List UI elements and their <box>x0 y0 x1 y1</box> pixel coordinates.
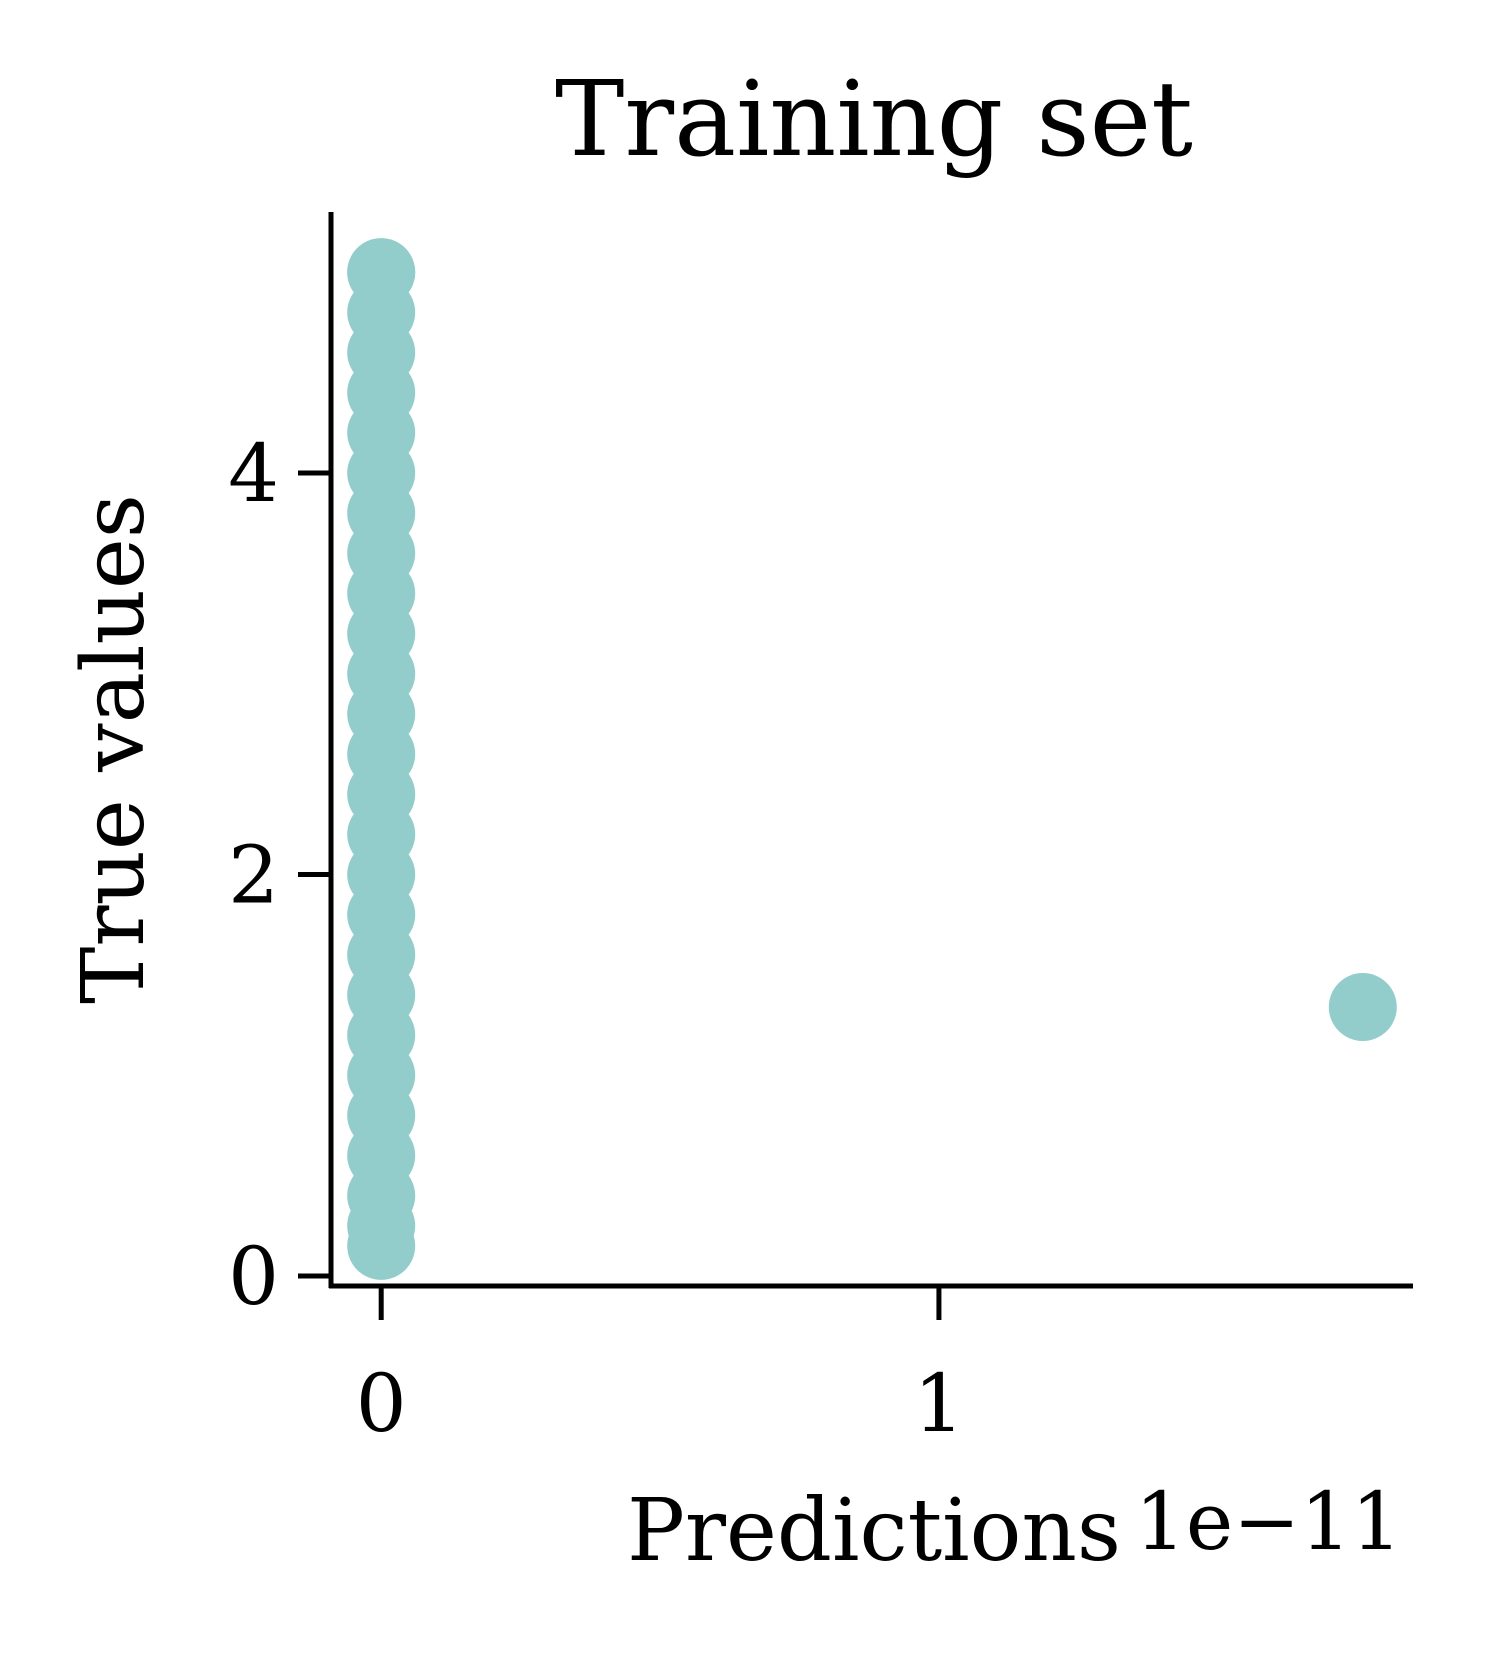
points-layer <box>347 238 1397 1280</box>
chart-title: Training set <box>555 58 1193 180</box>
x-tick-label: 1 <box>913 1357 964 1450</box>
scatter-point <box>347 238 416 307</box>
x-offset-label: 1e−11 <box>1135 1475 1402 1568</box>
y-ticks: 0 2 4 <box>228 427 331 1323</box>
x-tick-label: 0 <box>356 1357 407 1450</box>
y-tick-label: 4 <box>228 427 279 520</box>
x-axis-label: Predictions <box>627 1481 1121 1581</box>
y-tick-label: 2 <box>228 828 279 921</box>
scatter-point <box>1328 973 1397 1041</box>
y-axis-label: True values <box>64 494 164 1004</box>
y-tick-label: 0 <box>228 1230 279 1323</box>
